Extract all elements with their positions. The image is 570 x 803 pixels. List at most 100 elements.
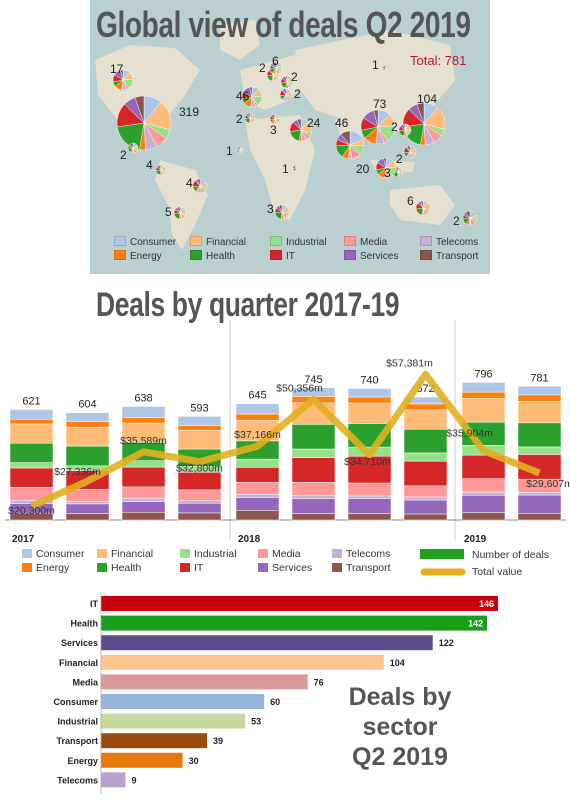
quarter-bar-segment	[403, 409, 448, 430]
quarter-bar-segment	[235, 458, 280, 468]
map-pie-marker	[155, 164, 167, 176]
quarter-bar-segment	[177, 500, 222, 504]
quarter-bar-segment	[291, 513, 336, 521]
quarter-legend-label: Health	[111, 562, 142, 574]
quarter-bar-segment	[235, 403, 280, 415]
sector-label: IT	[90, 599, 99, 609]
map-count-label: 3	[267, 202, 274, 216]
quarter-bar-segment	[403, 403, 448, 411]
quarter-legend-swatch	[332, 563, 342, 572]
total-value-label: $34,710m	[344, 456, 391, 468]
sector-bar	[101, 733, 208, 749]
map-legend-item: Services	[344, 250, 398, 262]
quarter-bar-segment	[403, 496, 448, 501]
map-pie-slice	[416, 102, 425, 125]
legend-swatch	[270, 250, 282, 260]
quarter-bar-segment	[347, 482, 392, 497]
quarter-bar-segment	[235, 510, 280, 521]
quarter-legend-label: Energy	[36, 562, 70, 574]
quarter-bar-segment	[177, 429, 222, 450]
map-count-label: 3	[384, 166, 391, 180]
quarter-bar-segment	[461, 495, 506, 513]
map-title: Global view of deals Q2 2019	[96, 4, 471, 45]
map-count-label: 2	[396, 152, 403, 166]
sector-bar	[101, 674, 308, 690]
map-pie-marker	[462, 210, 478, 226]
quarter-bar-segment	[347, 513, 392, 521]
quarter-legend-swatch	[97, 563, 107, 572]
quarter-bar-segment	[177, 502, 222, 514]
map-pie-slice	[129, 142, 134, 149]
quarter-bar-segment	[347, 396, 392, 404]
quarter-bar-segment	[517, 446, 562, 455]
legend-label: IT	[286, 251, 295, 262]
quarter-legend-swatch	[180, 563, 190, 572]
quarter-bar-segment	[403, 513, 448, 521]
map-count-label: 2	[294, 87, 301, 101]
legend-label: Telecoms	[436, 237, 479, 248]
legend-label: Media	[360, 237, 388, 248]
year-label: 2019	[464, 534, 487, 545]
quarter-bar-segment	[9, 418, 54, 425]
map-pie-slice	[134, 95, 145, 124]
map-count-label: 5	[165, 205, 172, 219]
quarter-bar-segment	[121, 512, 166, 521]
map-pie-slice	[249, 86, 253, 98]
map-legend-item: Telecoms	[420, 236, 478, 248]
quarter-bar-segment	[235, 467, 280, 483]
quarter-bar-segment	[517, 513, 562, 521]
total-value-label: $57,381m	[386, 357, 433, 369]
map-count-label: 2	[291, 70, 298, 84]
number-of-deals-legend-swatch	[420, 549, 464, 559]
sector-title-line-2: sector	[362, 713, 438, 741]
map-pie-marker	[127, 142, 139, 154]
quarter-bar-segment	[121, 497, 166, 502]
map-pie-slice	[465, 210, 471, 219]
quarter-bar-segment	[403, 460, 448, 487]
quarter-total-label: 740	[360, 374, 378, 386]
sector-label: Industrial	[57, 717, 98, 727]
sector-bar	[101, 654, 384, 670]
map-count-label: 319	[179, 105, 200, 119]
quarter-bar-segment	[121, 406, 166, 418]
legend-swatch	[420, 236, 432, 246]
map-count-label: 2	[453, 214, 460, 228]
quarter-bar-segment	[461, 398, 506, 423]
map-pie-slice	[120, 69, 124, 81]
map-pie-marker	[402, 102, 446, 146]
map-count-label: 1	[226, 144, 233, 158]
quarter-bar-segment	[291, 457, 336, 483]
quarter-bar-segment	[121, 466, 166, 488]
quarter-bar-segment	[347, 495, 392, 499]
sector-label: Consumer	[53, 697, 98, 707]
quarter-legend-label: Media	[272, 548, 301, 560]
map-count-label: 1	[372, 58, 379, 72]
legend-label: Industrial	[286, 237, 327, 248]
quarter-bar-segment	[177, 425, 222, 431]
sector-bar	[101, 772, 126, 788]
sector-title-line-1: Deals by	[348, 683, 452, 711]
quarter-total-label: 593	[190, 402, 208, 414]
map-pie-slice	[237, 146, 241, 151]
map-pie-slice	[285, 75, 288, 83]
map-pie-slice	[403, 123, 406, 131]
sector-bar	[101, 713, 246, 729]
sector-bar	[101, 694, 265, 709]
quarter-bar-segment	[9, 442, 54, 463]
map-pie-slice	[295, 164, 297, 169]
quarter-bar-segment	[517, 401, 562, 424]
legend-swatch	[270, 236, 282, 246]
map-pie-slice	[196, 178, 201, 187]
quarter-bar-segment	[235, 413, 280, 421]
map-pie-marker	[269, 61, 283, 75]
total-value-line	[30, 370, 541, 510]
quarter-bar-segment	[65, 421, 110, 428]
sector-bar	[101, 596, 498, 611]
quarter-bar-segment	[403, 499, 448, 515]
legend-label: Consumer	[130, 237, 177, 248]
map-pie-slice	[177, 206, 181, 214]
map-count-label: 104	[417, 92, 438, 106]
map-pie-marker	[274, 204, 290, 220]
world-map	[95, 20, 478, 250]
